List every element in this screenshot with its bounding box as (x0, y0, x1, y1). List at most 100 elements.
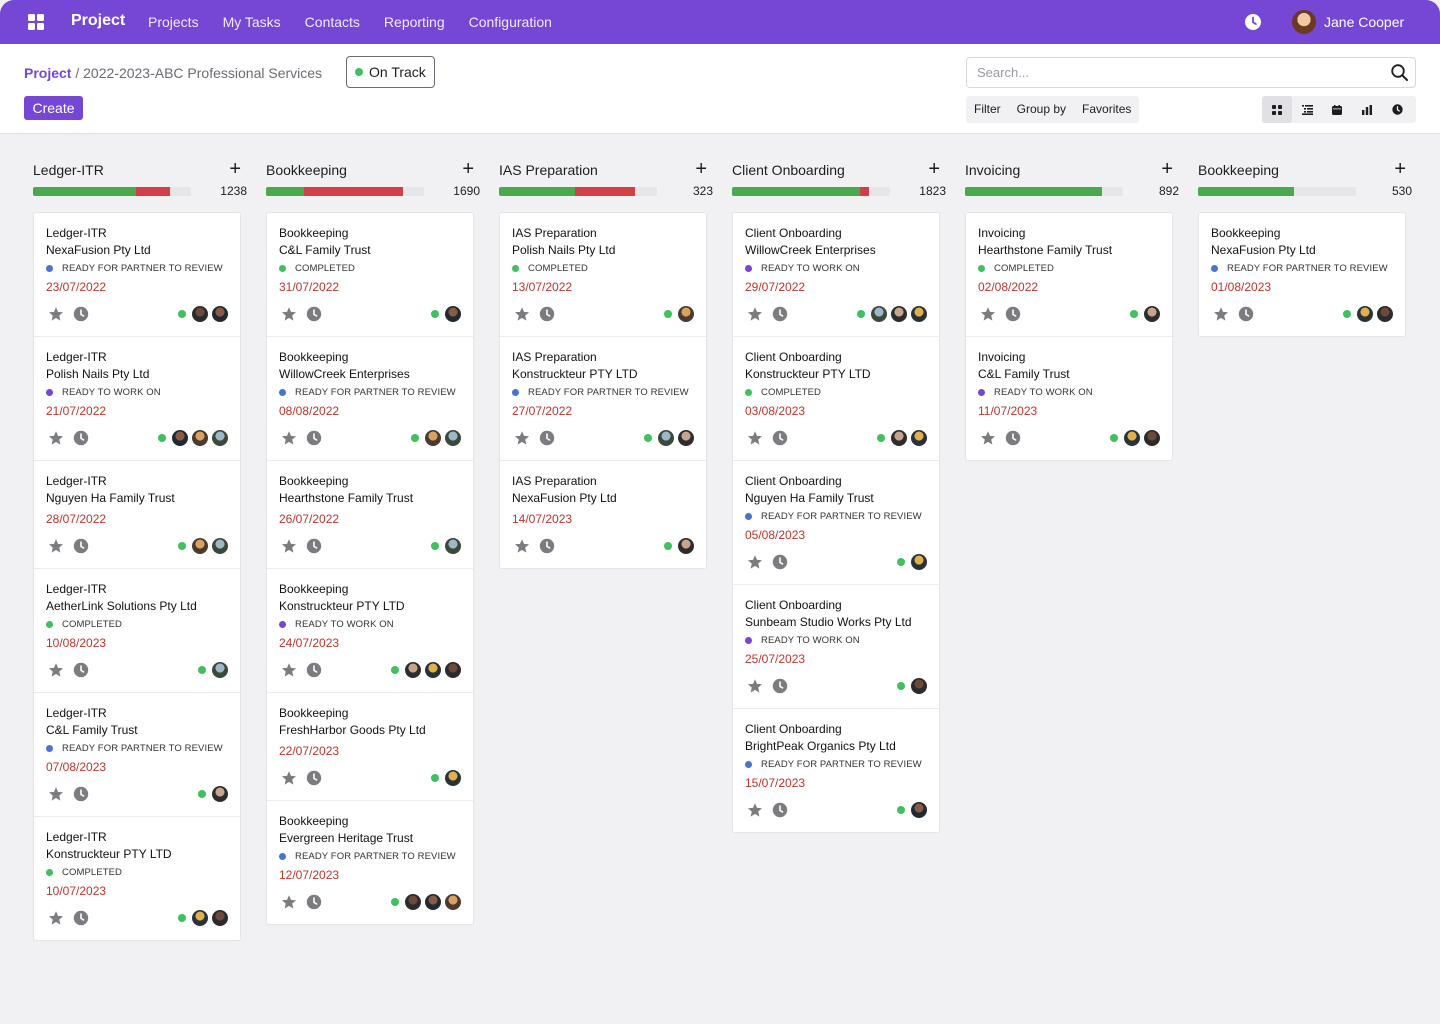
assignee-avatar[interactable] (678, 306, 694, 322)
activity-clock-icon[interactable] (73, 306, 89, 322)
star-icon[interactable] (48, 306, 64, 322)
column-progress-bar[interactable] (732, 187, 890, 196)
activity-clock-icon[interactable] (73, 786, 89, 802)
task-card[interactable]: Bookkeeping NexaFusion Pty Ltd READY FOR P… (1199, 213, 1405, 336)
assignee-avatar[interactable] (405, 894, 421, 910)
activity-clock-icon[interactable] (772, 430, 788, 446)
activity-clock-icon[interactable] (306, 538, 322, 554)
assignee-avatar[interactable] (425, 662, 441, 678)
search-input[interactable] (977, 58, 1377, 87)
task-card[interactable]: Invoicing Hearthstone Family Trust COMPLET… (966, 213, 1172, 337)
create-button[interactable]: Create (24, 96, 83, 120)
activity-clock-icon[interactable] (539, 538, 555, 554)
task-card[interactable]: Ledger-ITR C&L Family Trust READY FOR PART… (34, 693, 240, 817)
assignee-avatar[interactable] (678, 538, 694, 554)
add-card-icon[interactable]: + (229, 158, 241, 180)
activity-clock-icon[interactable] (73, 430, 89, 446)
star-icon[interactable] (514, 430, 530, 446)
star-icon[interactable] (747, 802, 763, 818)
activity-clock-icon[interactable] (306, 306, 322, 322)
user-menu[interactable]: Jane Cooper (1292, 10, 1404, 34)
task-card[interactable]: Ledger-ITR Konstruckteur PTY LTD COMPLETED… (34, 817, 240, 940)
graph-view-icon[interactable] (1352, 96, 1382, 123)
add-card-icon[interactable]: + (695, 158, 707, 180)
assignee-avatar[interactable] (405, 662, 421, 678)
star-icon[interactable] (514, 306, 530, 322)
assignee-avatar[interactable] (1357, 306, 1373, 322)
group-by-button[interactable]: Group by (1016, 102, 1067, 116)
assignee-avatar[interactable] (212, 786, 228, 802)
column-title[interactable]: Bookkeeping (1198, 162, 1279, 178)
task-card[interactable]: IAS Preparation Konstruckteur PTY LTD READ… (500, 337, 706, 461)
star-icon[interactable] (48, 910, 64, 926)
task-card[interactable]: Client Onboarding Nguyen Ha Family Trust R… (733, 461, 939, 585)
assignee-avatar[interactable] (445, 306, 461, 322)
star-icon[interactable] (747, 306, 763, 322)
activity-clock-icon[interactable] (539, 306, 555, 322)
task-card[interactable]: IAS Preparation Polish Nails Pty Ltd COMPL… (500, 213, 706, 337)
nav-item-reporting[interactable]: Reporting (383, 14, 445, 30)
star-icon[interactable] (1213, 306, 1229, 322)
star-icon[interactable] (281, 894, 297, 910)
activity-clock-icon[interactable] (772, 554, 788, 570)
activity-clock-icon[interactable] (1005, 430, 1021, 446)
assignee-avatar[interactable] (445, 894, 461, 910)
activity-clock-icon[interactable] (1244, 13, 1262, 31)
activity-clock-icon[interactable] (306, 770, 322, 786)
brand-title[interactable]: Project (71, 12, 126, 29)
task-card[interactable]: Client Onboarding WillowCreek Enterprises… (733, 213, 939, 337)
filter-button[interactable]: Filter (974, 102, 1001, 116)
assignee-avatar[interactable] (212, 910, 228, 926)
assignee-avatar[interactable] (911, 306, 927, 322)
task-card[interactable]: Client Onboarding BrightPeak Organics Pty… (733, 709, 939, 832)
assignee-avatar[interactable] (911, 802, 927, 818)
task-card[interactable]: Bookkeeping Evergreen Heritage Trust READY… (267, 801, 473, 924)
task-card[interactable]: Bookkeeping WillowCreek Enterprises READY … (267, 337, 473, 461)
assignee-avatar[interactable] (445, 770, 461, 786)
assignee-avatar[interactable] (192, 910, 208, 926)
assignee-avatar[interactable] (911, 554, 927, 570)
nav-item-projects[interactable]: Projects (148, 14, 199, 30)
assignee-avatar[interactable] (1144, 430, 1160, 446)
activity-clock-icon[interactable] (73, 538, 89, 554)
project-status-button[interactable]: On Track (346, 56, 435, 88)
star-icon[interactable] (514, 538, 530, 554)
star-icon[interactable] (281, 662, 297, 678)
list-view-icon[interactable] (1292, 96, 1322, 123)
task-card[interactable]: Ledger-ITR Polish Nails Pty Ltd READY TO W… (34, 337, 240, 461)
task-card[interactable]: IAS Preparation NexaFusion Pty Ltd 14/07/2… (500, 461, 706, 568)
apps-grid-icon[interactable] (28, 14, 44, 30)
assignee-avatar[interactable] (445, 662, 461, 678)
task-card[interactable]: Bookkeeping C&L Family Trust COMPLETED 31/0… (267, 213, 473, 337)
column-progress-bar[interactable] (1198, 187, 1356, 196)
activity-clock-icon[interactable] (306, 662, 322, 678)
star-icon[interactable] (281, 770, 297, 786)
column-progress-bar[interactable] (266, 187, 424, 196)
assignee-avatar[interactable] (891, 306, 907, 322)
assignee-avatar[interactable] (1144, 306, 1160, 322)
nav-item-my-tasks[interactable]: My Tasks (222, 14, 281, 30)
star-icon[interactable] (48, 662, 64, 678)
task-card[interactable]: Client Onboarding Konstruckteur PTY LTD CO… (733, 337, 939, 461)
add-card-icon[interactable]: + (928, 158, 940, 180)
assignee-avatar[interactable] (425, 430, 441, 446)
assignee-avatar[interactable] (172, 430, 188, 446)
activity-clock-icon[interactable] (73, 910, 89, 926)
add-card-icon[interactable]: + (1394, 158, 1406, 180)
star-icon[interactable] (48, 538, 64, 554)
star-icon[interactable] (281, 430, 297, 446)
assignee-avatar[interactable] (445, 430, 461, 446)
star-icon[interactable] (747, 430, 763, 446)
activity-clock-icon[interactable] (73, 662, 89, 678)
column-progress-bar[interactable] (499, 187, 657, 196)
activity-clock-icon[interactable] (306, 430, 322, 446)
assignee-avatar[interactable] (445, 538, 461, 554)
star-icon[interactable] (980, 430, 996, 446)
activity-clock-icon[interactable] (539, 430, 555, 446)
star-icon[interactable] (281, 306, 297, 322)
task-card[interactable]: Invoicing C&L Family Trust READY TO WORK O… (966, 337, 1172, 460)
task-card[interactable]: Ledger-ITR AetherLink Solutions Pty Ltd CO… (34, 569, 240, 693)
task-card[interactable]: Ledger-ITR NexaFusion Pty Ltd READY FOR PA… (34, 213, 240, 337)
assignee-avatar[interactable] (658, 430, 674, 446)
assignee-avatar[interactable] (192, 538, 208, 554)
